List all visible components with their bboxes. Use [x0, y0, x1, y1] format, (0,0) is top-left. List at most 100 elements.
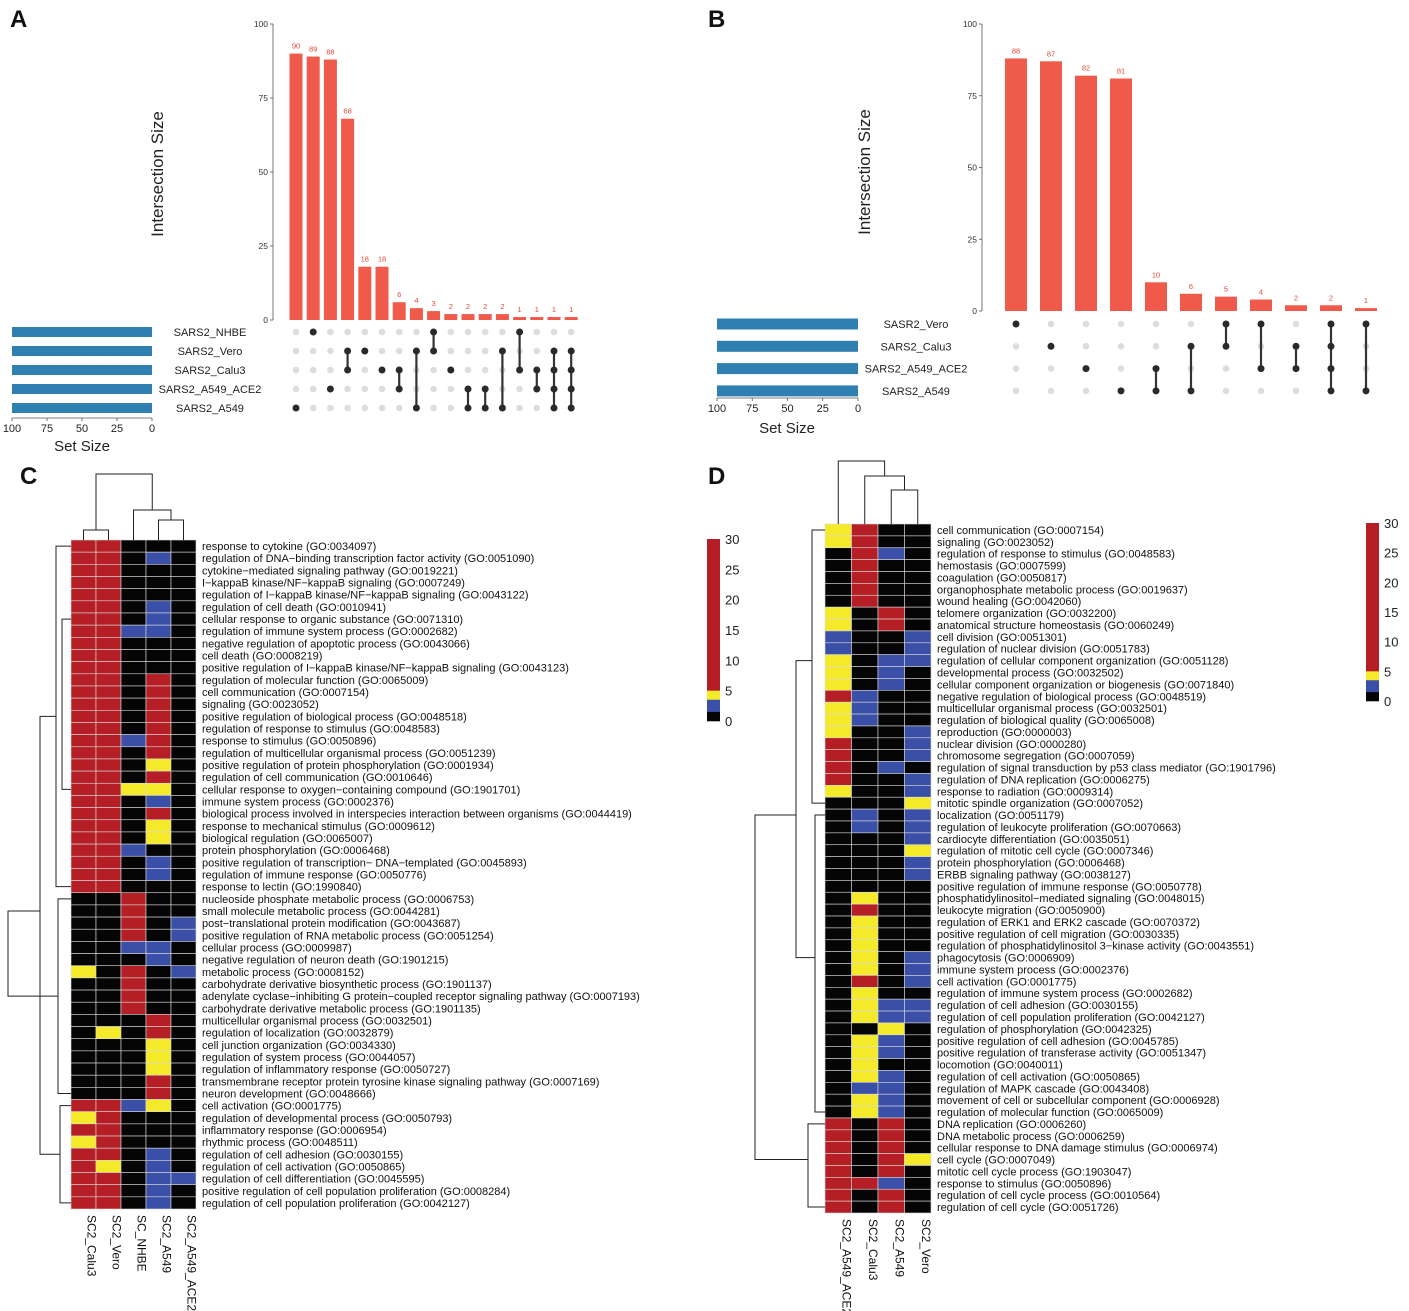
panel-d-cell-46-0	[824, 1070, 852, 1083]
panel-d-row-label-12: developmental process (GO:0032502)	[937, 667, 1124, 679]
panel-d-colorbar-tick-5: 5	[1384, 664, 1391, 679]
panel-d-cell-18-3	[904, 737, 932, 751]
panel-c-cell-16-4	[170, 734, 197, 748]
panel-d-cell-51-0	[824, 1129, 852, 1143]
panel-a-dot-filled-13-2	[516, 366, 524, 374]
panel-b-dot-empty-2-3	[1082, 387, 1090, 395]
panel-c-cell-23-3	[145, 819, 172, 833]
panel-a-set-size-tick-label-0: 100	[3, 423, 21, 435]
panel-b-dot-empty-1-2	[1047, 365, 1055, 372]
panel-a-dot-empty-1-1	[309, 347, 317, 355]
panel-d-cell-7-0	[824, 606, 852, 620]
panel-d-row-label-0: cell communication (GO:0007154)	[937, 525, 1104, 537]
panel-a-dot-empty-8-3	[430, 385, 437, 393]
panel-a-dot-empty-3-3	[344, 385, 351, 393]
panel-a-dot-filled-13-0	[516, 328, 524, 336]
panel-d-cell-55-2	[877, 1177, 905, 1190]
panel-c-cell-13-0	[70, 697, 97, 711]
panel-c-row-label-39: multicellular organismal process (GO:003…	[202, 1015, 432, 1027]
panel-a-bar-10	[461, 314, 475, 320]
panel-c-cell-49-1	[95, 1135, 122, 1149]
panel-d-cell-48-2	[877, 1093, 905, 1107]
panel-d-cell-56-1	[851, 1188, 879, 1202]
panel-c-cell-30-2	[120, 904, 147, 918]
panel-d-row-label-54: mitotic cell cycle process (GO:1903047)	[937, 1166, 1131, 1178]
panel-a-dot-empty-1-3	[309, 385, 317, 393]
panel-c-colorbar-tick-6: 0	[725, 714, 732, 729]
panel-c-row-label-13: signaling (GO:0023052)	[202, 699, 319, 711]
panel-d-cell-2-0	[824, 547, 852, 560]
panel-c-heatmap: response to cytokine (GO:0034097)regulat…	[7, 473, 739, 1311]
panel-d-row-label-19: chromosome segregation (GO:0007059)	[937, 751, 1135, 763]
panel-c-cell-20-1	[95, 782, 122, 796]
panel-c-row-label-11: regulation of molecular function (GO:006…	[202, 675, 428, 687]
panel-c-cell-49-2	[120, 1135, 147, 1149]
panel-d-cell-19-0	[824, 749, 852, 762]
panel-c-cell-34-4	[170, 953, 197, 967]
panel-c-cell-30-4	[170, 904, 197, 918]
panel-c-cell-12-3	[145, 685, 172, 699]
panel-d-cell-15-0	[824, 701, 852, 715]
panel-b-bar-label-0: 88	[1012, 46, 1020, 55]
panel-c-row-label-51: regulation of cell activation (GO:005086…	[202, 1161, 405, 1173]
panel-c-cell-54-2	[120, 1196, 147, 1210]
panel-c-cell-50-1	[95, 1147, 122, 1161]
panel-d-cell-9-1	[851, 630, 879, 644]
panel-a-dot-filled-1-0	[309, 328, 317, 336]
panel-c-cell-17-1	[95, 746, 122, 760]
panel-c-cell-35-2	[120, 965, 147, 979]
panel-b-set-name-1: SARS2_Calu3	[881, 341, 952, 353]
panel-d-cell-4-0	[824, 571, 852, 584]
panel-c-cell-24-2	[120, 831, 147, 845]
panel-b-dot-filled-3-3	[1117, 387, 1125, 395]
panel-d-cell-48-0	[824, 1093, 852, 1107]
panel-b-bar-6	[1215, 296, 1237, 311]
panel-a-set-name-3: SARS2_A549_ACE2	[159, 384, 262, 396]
panel-a-dot-empty-10-0	[464, 328, 472, 336]
panel-d-row-label-45: locomotion (GO:0040011)	[937, 1060, 1063, 1072]
panel-c-cell-37-0	[70, 989, 97, 1003]
panel-d-cell-30-0	[824, 880, 852, 893]
panel-d-column-label-0: SC2_A549_ACE2	[839, 1219, 853, 1311]
panel-d-cell-26-1	[851, 832, 879, 846]
panel-a-ytick-label-1: 25	[259, 241, 269, 251]
panel-c-cell-30-0	[70, 904, 97, 918]
panel-c-cell-11-0	[70, 673, 97, 687]
panel-c-colorbar-tick-1: 25	[725, 562, 739, 577]
panel-d-cell-49-3	[904, 1105, 932, 1119]
panel-a-bar-label-11: 2	[483, 302, 487, 311]
panel-b-set-size-tick-label-1: 75	[746, 403, 758, 415]
panel-c-cell-13-4	[170, 697, 197, 711]
panel-d-cell-44-3	[904, 1046, 932, 1059]
panel-d-cell-39-3	[904, 986, 932, 1000]
panel-c-cell-48-0	[70, 1123, 97, 1137]
panel-a-dot-empty-10-1	[464, 347, 472, 355]
panel-a-dot-filled-6-2	[395, 366, 403, 374]
panel-c-cell-54-4	[170, 1196, 197, 1210]
panel-b-bar-label-6: 5	[1224, 285, 1228, 294]
panel-c-row-label-10: positive regulation of I−kappaB kinase/N…	[202, 663, 569, 675]
panel-c-cell-21-3	[145, 795, 172, 808]
panel-d-cell-31-1	[851, 891, 879, 905]
panel-b-dot-empty-3-1	[1117, 343, 1125, 350]
panel-a-dot-empty-11-2	[481, 366, 489, 374]
panel-d-cell-30-2	[877, 880, 905, 893]
panel-d-cell-54-0	[824, 1165, 852, 1178]
panel-a-bar-label-8: 3	[432, 299, 436, 308]
panel-d-column-label-1: SC2_Calu3	[866, 1219, 880, 1281]
panel-letter-b: B	[708, 6, 725, 33]
panel-d-cell-15-2	[877, 701, 905, 715]
panel-c-row-label-5: regulation of cell death (GO:0010941)	[202, 602, 386, 614]
panel-a-bar-14	[530, 317, 544, 320]
panel-c-cell-15-0	[70, 722, 97, 735]
panel-a-bar-16	[564, 317, 578, 320]
panel-b-dot-filled-8-2	[1292, 365, 1300, 373]
panel-c-row-label-18: positive regulation of protein phosphory…	[202, 760, 494, 772]
panel-d-cell-35-2	[877, 939, 905, 952]
panel-c-cell-13-1	[95, 697, 122, 711]
panel-c-cell-21-2	[120, 795, 147, 808]
panel-d-cell-21-2	[877, 773, 905, 786]
panel-c-cell-38-4	[170, 1001, 197, 1015]
panel-c-cell-14-2	[120, 709, 147, 723]
panel-d-cell-20-0	[824, 761, 852, 774]
